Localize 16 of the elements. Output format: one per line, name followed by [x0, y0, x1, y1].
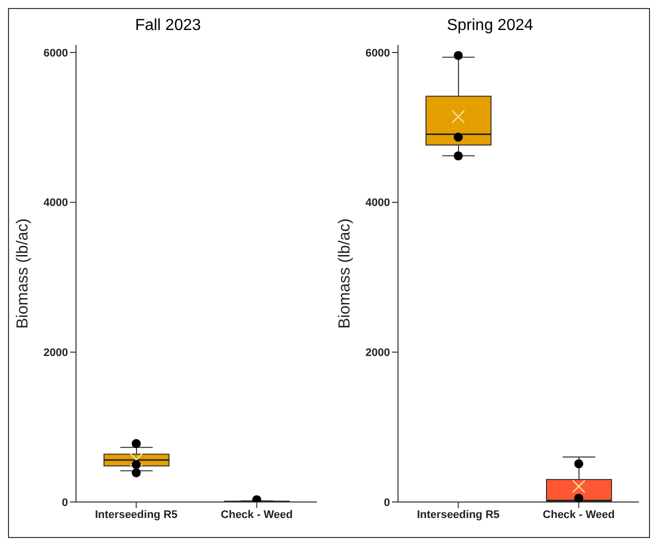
y-tick-label: 4000 [44, 197, 68, 210]
chart-title: Spring 2024 [446, 16, 534, 36]
x-tick-label: Interseeding R5 [94, 508, 178, 521]
y-tick-label: 4000 [366, 197, 390, 210]
y-tick-label: 0 [62, 496, 68, 509]
x-tick-label: Interseeding R5 [416, 508, 500, 521]
x-tick-label: Check - Weed [542, 508, 615, 521]
x-tick-label: Check - Weed [220, 508, 293, 521]
y-tick-label: 2000 [366, 347, 390, 360]
y-tick-label: 0 [384, 496, 390, 509]
y-tick-label: 6000 [366, 47, 390, 60]
y-axis-title: Biomass (lb/ac) [336, 218, 354, 329]
chart-title: Fall 2023 [134, 16, 202, 36]
y-tick-label: 6000 [44, 47, 68, 60]
y-tick-label: 2000 [44, 347, 68, 360]
y-axis-title: Biomass (lb/ac) [14, 218, 32, 329]
